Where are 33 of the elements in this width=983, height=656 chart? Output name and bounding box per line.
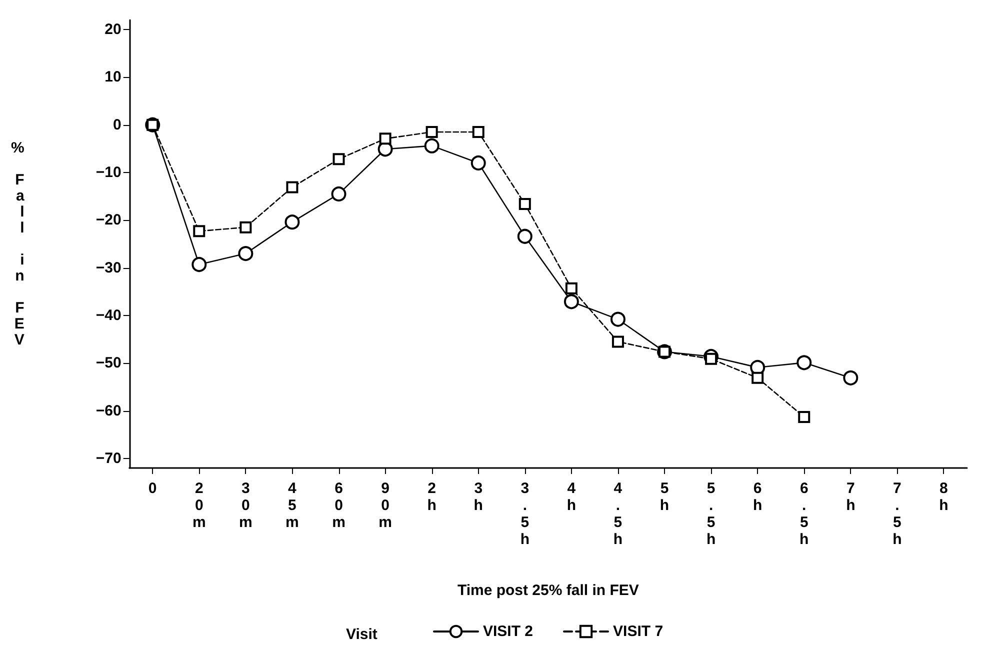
x-tick-label: 7.5h — [892, 480, 902, 548]
x-tick-label: 20m — [192, 480, 206, 531]
x-tick-label: 60m — [332, 480, 346, 531]
legend-label: VISIT 7 — [613, 623, 664, 640]
x-tick-label: 5h — [660, 480, 670, 514]
x-tick-label: 6h — [753, 480, 762, 514]
y-tick-label: 10 — [104, 68, 122, 86]
y-tick-label: −70 — [96, 450, 122, 467]
x-tick-label: 5.5h — [706, 480, 716, 548]
x-tick-label: 4h — [566, 480, 576, 514]
x-tick-label: 4.5h — [613, 480, 623, 548]
y-tick-label: 20 — [104, 21, 122, 38]
x-tick-label: 6.5h — [800, 480, 809, 548]
legend-title: Visit — [346, 626, 378, 643]
y-tick-label: −40 — [96, 306, 122, 324]
x-tick-label: 2h — [427, 480, 436, 514]
x-tick-label: 45m — [286, 480, 299, 531]
x-tick-label: 90m — [378, 480, 392, 531]
y-tick-label: −50 — [96, 354, 122, 372]
x-tick-label: 0 — [148, 480, 157, 497]
y-tick-label: 0 — [112, 116, 122, 134]
y-tick-label: −20 — [96, 212, 122, 229]
text: % Fall in FEV — [10, 140, 24, 348]
x-tick-label: 30m — [239, 480, 252, 531]
y-tick-label: −10 — [96, 164, 122, 182]
x-tick-label: 3.5h — [520, 480, 530, 548]
x-tick-label: 7h — [846, 480, 856, 514]
legend-label: VISIT 2 — [483, 623, 534, 640]
y-tick-label: −60 — [96, 402, 122, 420]
y-tick-label: −30 — [96, 259, 122, 276]
x-axis-title: Time post 25% fall in FEV — [457, 582, 639, 599]
x-tick-label: 3h — [474, 480, 483, 514]
x-tick-label: 8h — [939, 480, 948, 514]
